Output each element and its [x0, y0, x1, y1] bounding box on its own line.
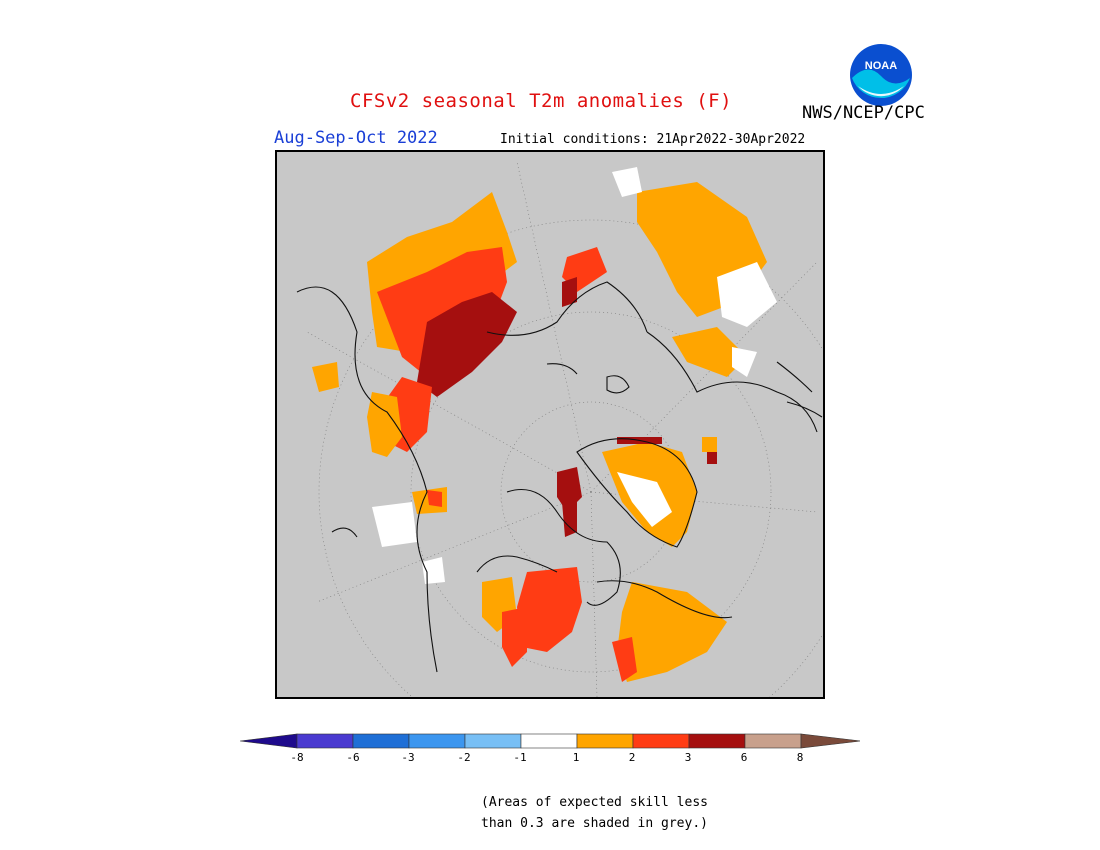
mideast-white — [372, 502, 417, 547]
colorbar-segment — [576, 733, 634, 749]
noaa-logo: NOAA — [848, 42, 914, 108]
eurasia-anomalies — [312, 167, 777, 584]
colorbar-tick-label: 8 — [796, 751, 804, 764]
colorbar-tick-label: 2 — [628, 751, 636, 764]
colorbar-labels: -8 -6 -3 -2 -1 1 2 3 6 8 — [240, 751, 860, 767]
footnote-line-1: (Areas of expected skill less — [481, 795, 708, 810]
colorbar-right-arrow — [800, 733, 862, 749]
us-east-red — [612, 637, 637, 682]
siberia-darkred — [562, 277, 577, 307]
mideast-white-2 — [422, 557, 445, 584]
east-asia-white — [717, 262, 777, 327]
skill-footnote: (Areas of expected skill less than 0.3 a… — [481, 792, 708, 834]
colorbar-segment — [688, 733, 746, 749]
colorbar-tick-label: -2 — [457, 751, 471, 764]
agency-label: NWS/NCEP/CPC — [802, 103, 925, 123]
north-america-anomalies — [482, 437, 727, 682]
greenland-white — [617, 472, 672, 527]
coastlines — [296, 281, 823, 673]
season-label: Aug-Sep-Oct 2022 — [274, 128, 438, 148]
arctic-canada-darkred — [562, 500, 577, 537]
west-europe-orange — [312, 362, 339, 392]
colorbar-segment — [632, 733, 690, 749]
colorbar-segment — [520, 733, 578, 749]
colorbar-segment — [464, 733, 522, 749]
colorbar-left-arrow — [239, 733, 298, 749]
colorbar-segment — [744, 733, 802, 749]
initial-conditions: Initial conditions: 21Apr2022-30Apr2022 — [500, 132, 806, 147]
med-red — [427, 490, 442, 507]
colorbar-segment — [296, 733, 354, 749]
colorbar-tick-label: 1 — [572, 751, 580, 764]
map-title: CFSv2 seasonal T2m anomalies (F) — [350, 90, 733, 112]
japan-white — [732, 347, 757, 377]
scandinavia-orange — [367, 392, 402, 457]
colorbar-tick-label: -6 — [346, 751, 360, 764]
colorbar-tick-label: -3 — [401, 751, 415, 764]
colorbar-tick-label: -1 — [513, 751, 527, 764]
colorbar-segment — [408, 733, 466, 749]
logo-text: NOAA — [865, 60, 897, 72]
us-east-orange — [617, 582, 727, 682]
canada-red — [517, 567, 582, 652]
greenland-small-orange — [702, 437, 717, 452]
us-west-red — [502, 607, 527, 667]
colorbar-tick-label: 6 — [740, 751, 748, 764]
colorbar-segment — [352, 733, 410, 749]
footnote-line-2: than 0.3 are shaded in grey.) — [481, 816, 708, 831]
colorbar-tick-label: 3 — [684, 751, 692, 764]
polar-map — [275, 150, 825, 699]
colorbar-tick-label: -8 — [290, 751, 304, 764]
eurasia-red — [377, 247, 507, 377]
korea-orange — [672, 327, 747, 377]
colorbar — [239, 730, 862, 756]
eurasia-darkred — [417, 292, 517, 397]
greenland-small-darkred — [707, 452, 717, 464]
east-asia-white-2 — [612, 167, 642, 197]
